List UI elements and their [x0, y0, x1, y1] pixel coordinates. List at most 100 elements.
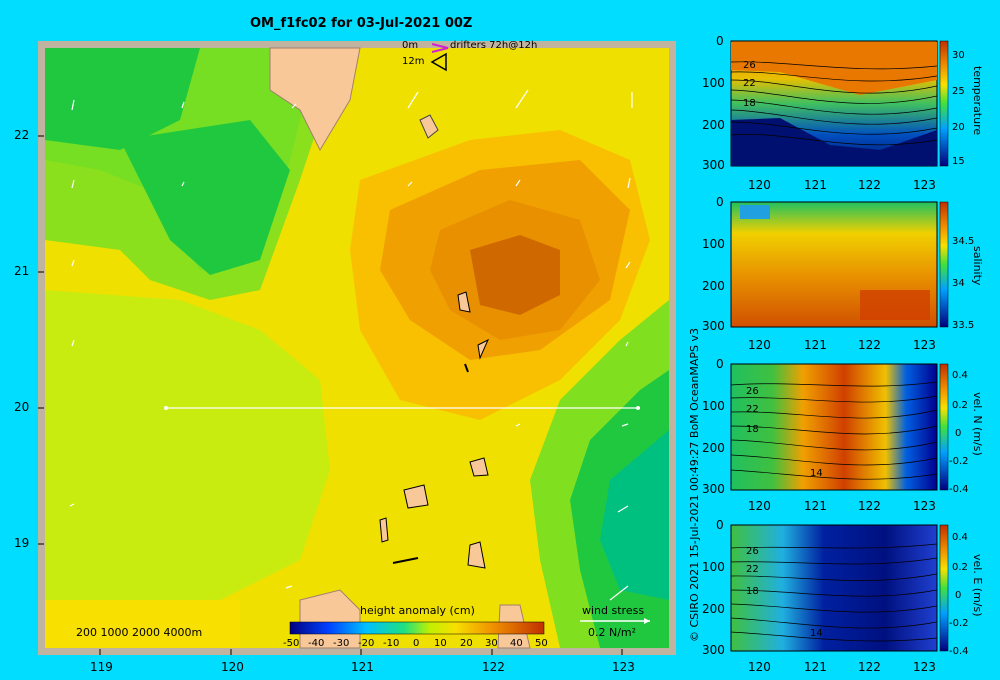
cbar-tick: 20 [952, 122, 965, 133]
cbar-tick: 10 [434, 638, 447, 649]
lon-tick: 122 [858, 499, 881, 513]
depth-tick: 300 [702, 158, 725, 172]
wind-stress-label: wind stress [582, 604, 645, 617]
depth-tick: 0 [716, 34, 724, 48]
cbar-tick: -0.2 [949, 456, 969, 467]
drifter-0m-label: 0m [402, 40, 419, 51]
depth-contours-label: 200 1000 2000 4000m [76, 626, 203, 639]
lon-tick: 123 [913, 338, 936, 352]
depth-tick: 300 [702, 319, 725, 333]
lon-tick: 120 [748, 338, 771, 352]
cbar-tick: 0.2 [952, 400, 968, 411]
vel-n-panel [730, 363, 949, 491]
depth-tick: 200 [702, 602, 725, 616]
section-start-marker [164, 406, 168, 410]
drifter-12m-label: 12m [402, 56, 425, 67]
depth-tick: 100 [702, 399, 725, 413]
vel-n-cbar-label: vel. N (m/s) [971, 392, 984, 456]
depth-tick: 200 [702, 441, 725, 455]
cbar-tick: -0.2 [949, 618, 969, 629]
cbar-tick: 40 [510, 638, 523, 649]
credit-text: © CSIRO 2021 15-Jul-2021 00:49:27 BoM Oc… [688, 328, 701, 642]
lon-tick: 123 [913, 178, 936, 192]
lon-tick: 123 [913, 499, 936, 513]
map-ticks [38, 135, 623, 655]
salinity-cbar-label: salinity [971, 246, 984, 286]
temperature-cbar-label: temperature [971, 66, 984, 136]
contour-label: 14 [810, 468, 823, 479]
cbar-tick: -0.4 [949, 484, 969, 495]
lon-tick: 123 [913, 660, 936, 674]
depth-tick: 0 [716, 518, 724, 532]
figure-title: OM_f1fc02 for 03-Jul-2021 00Z [250, 16, 473, 31]
wind-stress-arrowhead [644, 618, 650, 624]
depth-tick: 200 [702, 279, 725, 293]
depth-tick: 100 [702, 76, 725, 90]
contour-label: 14 [810, 628, 823, 639]
vel-e-panel [730, 524, 949, 652]
lon-tick: 121 [804, 499, 827, 513]
colorbar-title: height anomaly (cm) [360, 604, 475, 617]
depth-tick: 100 [702, 560, 725, 574]
contour-label: 18 [743, 98, 756, 109]
cbar-tick: 20 [460, 638, 473, 649]
cbar-tick: 15 [952, 156, 965, 167]
lat-tick-21: 21 [14, 264, 30, 278]
depth-tick: 100 [702, 237, 725, 251]
lon-tick: 121 [804, 178, 827, 192]
lon-tick: 121 [804, 338, 827, 352]
lat-tick-19: 19 [14, 536, 30, 550]
vel-e-cbar-label: vel. E (m/s) [971, 554, 984, 617]
lon-tick: 121 [804, 660, 827, 674]
cbar-tick: 0 [955, 590, 962, 601]
lon-tick-121: 121 [351, 660, 374, 674]
contour-label: 26 [746, 386, 759, 397]
lon-tick-119: 119 [90, 660, 113, 674]
cbar-tick: 30 [485, 638, 498, 649]
cbar-tick: 0 [413, 638, 420, 649]
lon-tick: 120 [748, 499, 771, 513]
contour-label: 18 [746, 424, 759, 435]
contour-label: 26 [746, 546, 759, 557]
lon-tick: 122 [858, 338, 881, 352]
temperature-panel [730, 40, 949, 167]
depth-tick: 200 [702, 118, 725, 132]
cbar-tick: -20 [358, 638, 375, 649]
lon-tick-122: 122 [482, 660, 505, 674]
depth-tick: 300 [702, 643, 725, 657]
cbar-tick: 0.2 [952, 562, 968, 573]
wind-stress-scale: 0.2 N/m² [588, 626, 637, 639]
lon-tick-123: 123 [612, 660, 635, 674]
cbar-tick: 25 [952, 86, 965, 97]
depth-tick: 300 [702, 482, 725, 496]
map-field [45, 47, 669, 649]
depth-tick: 0 [716, 357, 724, 371]
cbar-tick: 34 [952, 278, 965, 289]
lon-tick: 122 [858, 660, 881, 674]
cbar-tick: 0.4 [952, 532, 968, 543]
contour-label: 22 [746, 564, 759, 575]
lat-tick-20: 20 [14, 400, 30, 414]
lon-tick: 120 [748, 178, 771, 192]
lon-tick-120: 120 [221, 660, 244, 674]
depth-tick: 0 [716, 195, 724, 209]
cbar-tick: 0.4 [952, 370, 968, 381]
contour-label: 22 [746, 404, 759, 415]
height-anomaly-colorbar [289, 621, 545, 635]
cbar-tick: 30 [952, 50, 965, 61]
lon-tick: 122 [858, 178, 881, 192]
cbar-tick: 0 [955, 428, 962, 439]
cbar-tick: -40 [308, 638, 325, 649]
contour-label: 26 [743, 60, 756, 71]
cbar-tick: -50 [283, 638, 300, 649]
section-end-marker [636, 406, 640, 410]
cbar-tick: 33.5 [952, 320, 975, 331]
lon-tick: 120 [748, 660, 771, 674]
cbar-tick: -0.4 [949, 646, 969, 657]
cbar-tick: -10 [383, 638, 400, 649]
contour-label: 22 [743, 78, 756, 89]
cbar-tick: 34.5 [952, 236, 975, 247]
salinity-panel [730, 201, 949, 328]
cbar-tick: 50 [535, 638, 548, 649]
